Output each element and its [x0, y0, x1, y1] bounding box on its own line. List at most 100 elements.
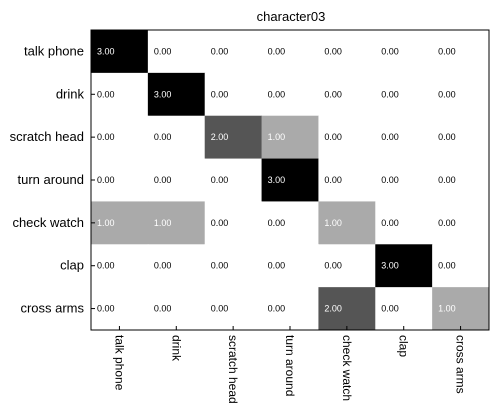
column-label-check-watch: check watch: [340, 335, 354, 401]
cell-clap-turn-around: [261, 244, 319, 288]
cell-value-clap-scratch-head: 0.00: [211, 261, 229, 271]
cell-value-scratch-head-cross-arms: 0.00: [438, 132, 456, 142]
cell-check-watch-check-watch: [318, 201, 376, 245]
column-label-turn-around: turn around: [283, 335, 297, 396]
cell-value-drink-cross-arms: 0.00: [438, 89, 456, 99]
cell-value-drink-check-watch: 0.00: [324, 89, 342, 99]
cell-value-turn-around-clap: 0.00: [381, 175, 399, 185]
cell-drink-check-watch: [318, 72, 376, 117]
axis-ticks: [91, 50, 462, 330]
cell-value-check-watch-check-watch: 1.00: [324, 218, 342, 228]
column-label-cross-arms: cross arms: [454, 335, 468, 394]
column-labels: talk phone drink scratch head turn around ch…: [112, 335, 467, 404]
cell-check-watch-talk-phone: [91, 201, 149, 245]
cell-drink-drink: [147, 72, 206, 117]
cell-drink-clap: [375, 72, 433, 117]
cell-clap-clap: [375, 244, 433, 288]
row-label-cross-arms: cross arms: [20, 301, 84, 316]
cell-value-check-watch-clap: 0.00: [381, 218, 399, 228]
cell-value-talk-phone-check-watch: 0.00: [324, 46, 342, 56]
cell-value-cross-arms-talk-phone: 0.00: [97, 304, 115, 314]
cell-cross-arms-clap: [375, 287, 433, 331]
cell-check-watch-cross-arms: [432, 201, 490, 245]
cell-talk-phone-turn-around: [261, 30, 319, 74]
cell-value-check-watch-scratch-head: 0.00: [211, 218, 229, 228]
cell-value-talk-phone-cross-arms: 0.00: [438, 46, 456, 56]
cell-talk-phone-check-watch: [318, 30, 376, 74]
cell-check-watch-turn-around: [261, 201, 319, 245]
row-label-talk-phone: talk phone: [24, 43, 84, 58]
cell-turn-around-turn-around: [261, 158, 319, 202]
cell-drink-turn-around: [261, 72, 319, 117]
cell-scratch-head-scratch-head: [204, 115, 263, 160]
cell-value-scratch-head-clap: 0.00: [381, 132, 399, 142]
column-label-talk-phone: talk phone: [112, 335, 126, 391]
cell-value-scratch-head-turn-around: 1.00: [268, 132, 286, 142]
row-label-scratch-head: scratch head: [10, 129, 84, 144]
cell-value-turn-around-drink: 0.00: [154, 175, 172, 185]
cell-check-watch-drink: [147, 201, 206, 245]
row-labels: talk phone drink scratch head turn around ch…: [10, 43, 85, 315]
cell-talk-phone-cross-arms: [432, 30, 490, 74]
cell-value-check-watch-talk-phone: 1.00: [97, 218, 115, 228]
cell-cross-arms-check-watch: [318, 287, 376, 331]
cell-value-cross-arms-scratch-head: 0.00: [211, 304, 229, 314]
cell-value-drink-turn-around: 0.00: [268, 89, 286, 99]
chart-title: character03: [257, 9, 326, 24]
cell-value-cross-arms-cross-arms: 1.00: [438, 304, 456, 314]
cell-scratch-head-drink: [147, 115, 206, 160]
cell-value-clap-clap: 3.00: [381, 261, 399, 271]
cell-value-clap-drink: 0.00: [154, 261, 172, 271]
column-label-scratch-head: scratch head: [226, 335, 240, 404]
cell-cross-arms-scratch-head: [204, 287, 263, 331]
cell-check-watch-scratch-head: [204, 201, 263, 245]
cell-value-cross-arms-drink: 0.00: [154, 304, 172, 314]
cell-turn-around-talk-phone: [91, 158, 149, 202]
cell-scratch-head-clap: [375, 115, 433, 160]
cell-drink-talk-phone: [91, 72, 149, 117]
cell-scratch-head-cross-arms: [432, 115, 490, 160]
cell-value-clap-check-watch: 0.00: [324, 261, 342, 271]
cell-scratch-head-check-watch: [318, 115, 376, 160]
heatmap-cells: 3.00 0.00 0.00 0.00 0.00 0.00 0.00 0.00 3.00 0.00…: [91, 30, 490, 331]
cell-value-drink-talk-phone: 0.00: [97, 89, 115, 99]
row-label-drink: drink: [56, 86, 85, 101]
cell-clap-talk-phone: [91, 244, 149, 288]
cell-cross-arms-drink: [147, 287, 206, 331]
cell-talk-phone-scratch-head: [204, 30, 263, 74]
cell-value-scratch-head-drink: 0.00: [154, 132, 172, 142]
cell-value-talk-phone-turn-around: 0.00: [268, 46, 286, 56]
cell-value-turn-around-check-watch: 0.00: [324, 175, 342, 185]
cell-value-check-watch-drink: 1.00: [154, 218, 172, 228]
cell-value-scratch-head-check-watch: 0.00: [324, 132, 342, 142]
cell-value-turn-around-talk-phone: 0.00: [97, 175, 115, 185]
cell-value-cross-arms-turn-around: 0.00: [268, 304, 286, 314]
row-label-turn-around: turn around: [18, 172, 85, 187]
cell-value-check-watch-turn-around: 0.00: [268, 218, 286, 228]
cell-value-turn-around-scratch-head: 0.00: [211, 175, 229, 185]
cell-value-talk-phone-clap: 0.00: [381, 46, 399, 56]
cell-drink-scratch-head: [204, 72, 263, 117]
column-label-drink: drink: [169, 335, 183, 362]
cell-value-check-watch-cross-arms: 0.00: [438, 218, 456, 228]
cell-talk-phone-drink: [147, 30, 206, 74]
cell-turn-around-drink: [147, 158, 206, 202]
column-label-clap: clap: [397, 335, 411, 357]
cell-value-clap-cross-arms: 0.00: [438, 261, 456, 271]
cell-scratch-head-turn-around: [261, 115, 319, 160]
cell-value-clap-turn-around: 0.00: [268, 261, 286, 271]
cell-value-talk-phone-drink: 0.00: [154, 46, 172, 56]
cell-value-drink-drink: 3.00: [154, 89, 172, 99]
cell-value-turn-around-turn-around: 3.00: [268, 175, 286, 185]
cell-drink-cross-arms: [432, 72, 490, 117]
cell-value-scratch-head-talk-phone: 0.00: [97, 132, 115, 142]
cell-value-talk-phone-talk-phone: 3.00: [97, 46, 115, 56]
cell-cross-arms-turn-around: [261, 287, 319, 331]
cell-value-cross-arms-check-watch: 2.00: [324, 304, 342, 314]
cell-turn-around-check-watch: [318, 158, 376, 202]
cell-clap-scratch-head: [204, 244, 263, 288]
cell-cross-arms-talk-phone: [91, 287, 149, 331]
cell-cross-arms-cross-arms: [432, 287, 490, 331]
cell-value-cross-arms-clap: 0.00: [381, 304, 399, 314]
